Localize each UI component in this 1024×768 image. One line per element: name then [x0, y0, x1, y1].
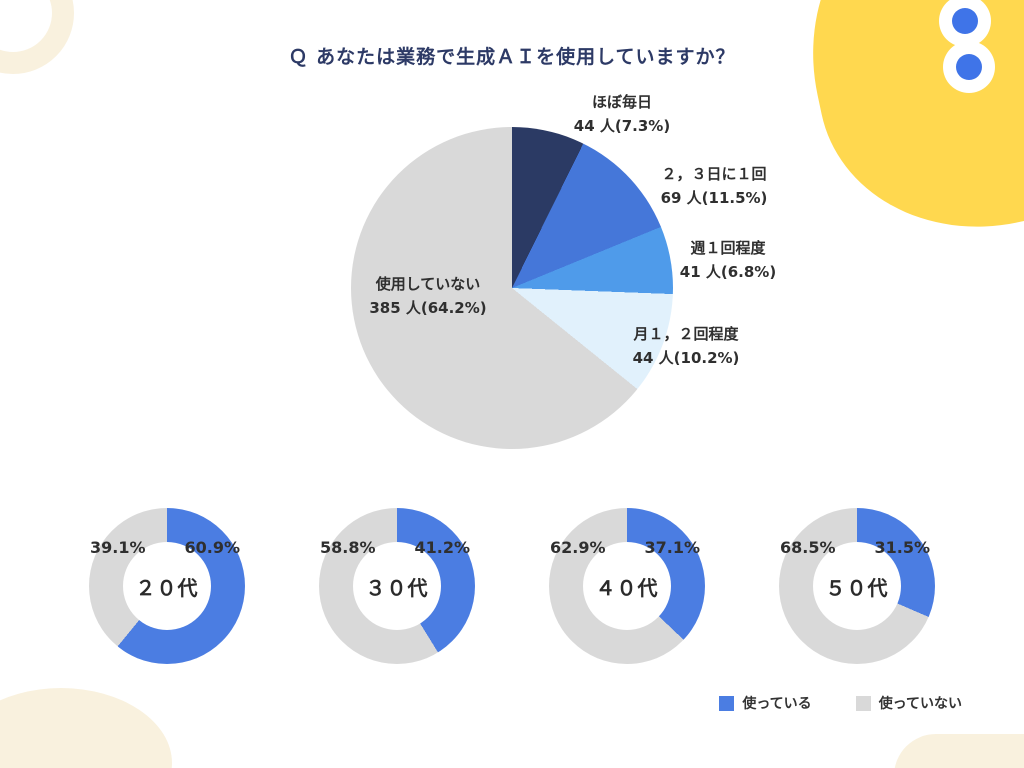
age-label: ４０代 [595, 575, 659, 600]
pie-label-monthly: 月１，２回程度 44 人(10.2%) [606, 322, 766, 370]
segment-name: ２，３日に１回 [661, 165, 767, 183]
decorative-cream-blob-bottom-left [0, 688, 172, 768]
donut-hole [813, 542, 901, 630]
blue-dot-icon [956, 54, 982, 80]
pie-label-weekly: 週１回程度 41 人(6.8%) [648, 236, 808, 284]
segment-name: 月１，２回程度 [633, 325, 739, 343]
segment-name: 使用していない [375, 275, 481, 293]
legend-swatch-not-using [855, 695, 871, 711]
legend-swatch-using [719, 695, 735, 711]
segment-value: 69 人(11.5%) [660, 189, 768, 207]
legend-label-using: 使っている [742, 696, 812, 712]
using-percent: 60.9% [184, 538, 240, 557]
donut-block-30s: 58.8% 41.2% ３０代 [282, 508, 512, 678]
using-percent: 41.2% [414, 538, 470, 557]
pie-label-not-using: 使用していない 385 人(64.2%) [348, 272, 508, 320]
pie-label-almost-daily: ほぼ毎日 44 人(7.3%) [542, 90, 702, 138]
age-label: ２０代 [135, 575, 199, 600]
decorative-cream-shape-bottom-right [894, 734, 1024, 768]
legend-item-using: 使っている [719, 693, 812, 713]
donut-hole [583, 542, 671, 630]
donut-hole [123, 542, 211, 630]
segment-value: 44 人(7.3%) [573, 117, 671, 135]
segment-name: ほぼ毎日 [591, 93, 652, 111]
not-using-percent: 39.1% [90, 538, 146, 557]
legend: 使っている 使っていない [719, 693, 962, 713]
decorative-yellow-blob [782, 0, 1024, 258]
donut-block-40s: 62.9% 37.1% ４０代 [512, 508, 742, 678]
segment-value: 44 人(10.2%) [632, 349, 740, 367]
pie-chart [351, 127, 673, 449]
segment-name: 週１回程度 [690, 239, 766, 257]
donut-block-20s: 39.1% 60.9% ２０代 [52, 508, 282, 678]
using-percent: 31.5% [874, 538, 930, 557]
not-using-percent: 68.5% [780, 538, 836, 557]
legend-label-not-using: 使っていない [878, 696, 962, 712]
age-label: ３０代 [365, 575, 429, 600]
legend-item-not-using: 使っていない [855, 693, 962, 713]
not-using-percent: 62.9% [550, 538, 606, 557]
blue-dot-icon [952, 8, 978, 34]
not-using-percent: 58.8% [320, 538, 376, 557]
segment-value: 41 人(6.8%) [679, 263, 777, 281]
using-percent: 37.1% [644, 538, 700, 557]
chart-title: Ｑ あなたは業務で生成ＡＩを使用していますか？ [288, 46, 736, 68]
donut-block-50s: 68.5% 31.5% ５０代 [742, 508, 972, 678]
donut-row: 39.1% 60.9% ２０代 58.8% 41.2% ３０代 62.9% 37… [0, 508, 1024, 678]
segment-value: 385 人(64.2%) [369, 299, 487, 317]
age-label: ５０代 [825, 575, 889, 600]
pie-label-every-2-3-days: ２，３日に１回 69 人(11.5%) [634, 162, 794, 210]
donut-hole [353, 542, 441, 630]
